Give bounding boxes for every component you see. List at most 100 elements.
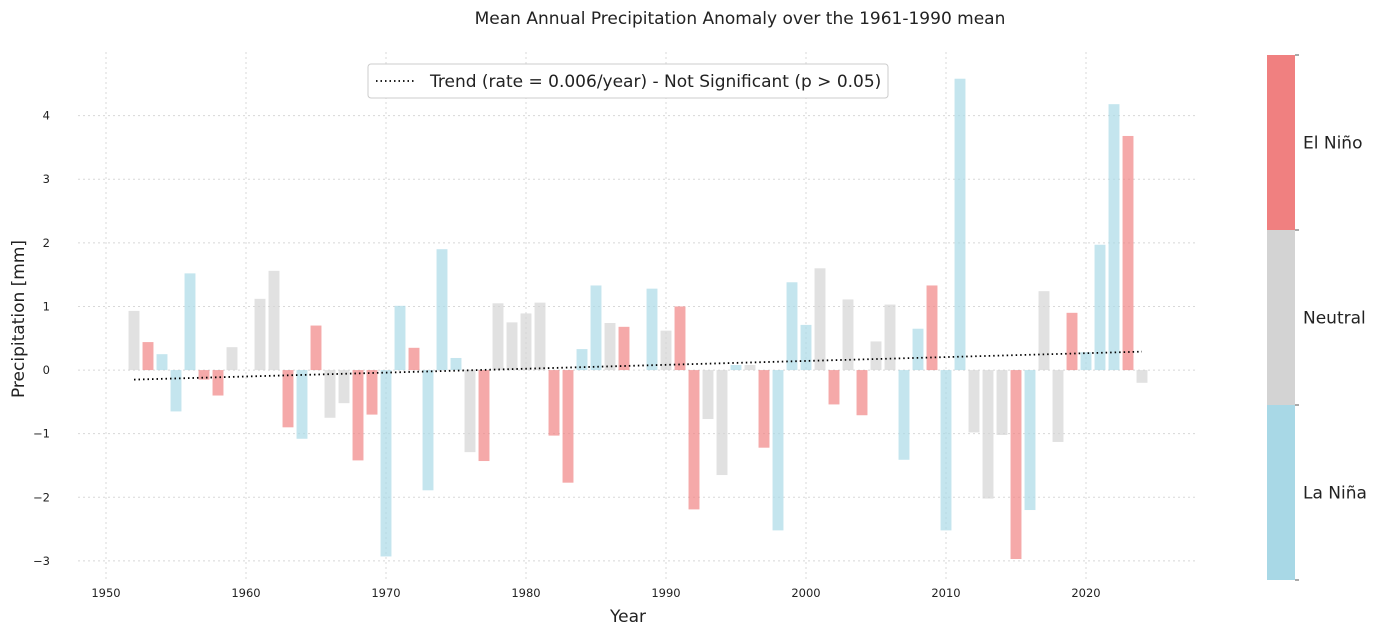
x-tick-2020: 2020 — [1071, 586, 1100, 600]
x-tick-1980: 1980 — [511, 586, 540, 600]
bar-1956 — [184, 273, 196, 371]
y-tick-3: 3 — [43, 172, 50, 186]
bar-1969 — [366, 370, 378, 415]
bar-2008 — [912, 328, 924, 371]
bar-1972 — [408, 347, 420, 371]
bar-2002 — [828, 370, 840, 405]
bar-1964 — [296, 370, 308, 439]
bar-1952 — [128, 310, 140, 371]
bar-2020 — [1080, 352, 1092, 371]
bar-1999 — [786, 282, 798, 371]
bar-1983 — [562, 370, 574, 483]
bar-2024 — [1136, 370, 1148, 383]
bar-1981 — [534, 302, 546, 371]
bar-1997 — [758, 370, 770, 448]
y-tick-4: 4 — [43, 109, 50, 123]
colorbar: La Niña Neutral El Niño — [1267, 54, 1367, 581]
bar-1965 — [310, 325, 322, 371]
bar-1982 — [548, 370, 560, 436]
bar-1963 — [282, 370, 294, 428]
bar-1987 — [618, 326, 630, 371]
bar-series — [128, 78, 1148, 560]
legend-box — [367, 63, 889, 99]
colorbar-label-1: Neutral — [1303, 309, 1366, 329]
x-axis-label: Year — [609, 607, 646, 627]
bar-1961 — [254, 298, 266, 371]
colorbar-label-0: La Niña — [1303, 484, 1367, 504]
bar-2012 — [968, 370, 980, 433]
bar-1954 — [156, 354, 168, 371]
bar-1971 — [394, 305, 406, 371]
bar-2009 — [926, 285, 938, 371]
x-tick-2010: 2010 — [931, 586, 960, 600]
bar-1991 — [674, 306, 686, 371]
trend-line — [133, 350, 1143, 381]
bar-2001 — [814, 268, 826, 371]
colorbar-segment-1 — [1267, 230, 1295, 405]
bar-1953 — [142, 342, 154, 371]
bar-1989 — [646, 288, 658, 371]
x-tick-1950: 1950 — [91, 586, 120, 600]
bar-2013 — [982, 370, 994, 499]
bar-1959 — [226, 347, 238, 371]
colorbar-segment-0 — [1267, 405, 1295, 580]
bar-1955 — [170, 370, 182, 412]
y-tick--3: −3 — [33, 554, 50, 568]
bar-2000 — [800, 324, 812, 371]
bar-2018 — [1052, 370, 1064, 442]
legend-trend-label: Trend (rate = 0.006/year) - Not Signific… — [429, 72, 881, 92]
bar-2022 — [1108, 104, 1120, 371]
bar-2014 — [996, 370, 1008, 435]
bar-1993 — [702, 370, 714, 420]
bar-2004 — [856, 370, 868, 416]
y-tick-0: 0 — [43, 363, 50, 377]
bar-1996 — [744, 364, 756, 371]
legend: Trend (rate = 0.006/year) - Not Signific… — [367, 63, 889, 99]
y-tick--1: −1 — [33, 427, 50, 441]
y-axis-ticks: −3 −2 −1 0 1 2 3 4 — [33, 109, 50, 568]
bar-2017 — [1038, 291, 1050, 371]
bar-1998 — [772, 370, 784, 531]
bar-2005 — [870, 341, 882, 371]
colorbar-label-2: El Niño — [1303, 134, 1362, 154]
bar-1973 — [422, 370, 434, 491]
bar-1979 — [506, 322, 518, 371]
chart-title: Mean Annual Precipitation Anomaly over t… — [475, 9, 1006, 29]
bar-1984 — [576, 349, 588, 371]
bar-2019 — [1066, 312, 1078, 371]
bar-2010 — [940, 370, 952, 531]
bar-1995 — [730, 364, 742, 371]
bar-1976 — [464, 370, 476, 453]
bar-2007 — [898, 370, 910, 460]
bar-1980 — [520, 313, 532, 371]
bar-1978 — [492, 303, 504, 371]
colorbar-segment-2 — [1267, 55, 1295, 230]
bar-2006 — [884, 304, 896, 371]
x-tick-1960: 1960 — [231, 586, 260, 600]
bar-2003 — [842, 299, 854, 371]
bar-1958 — [212, 370, 224, 396]
bar-1977 — [478, 370, 490, 462]
bar-2016 — [1024, 370, 1036, 511]
bar-1957 — [198, 370, 210, 380]
x-tick-2000: 2000 — [791, 586, 820, 600]
bar-2023 — [1122, 135, 1134, 371]
y-axis-label: Precipitation [mm] — [9, 240, 29, 398]
bar-1985 — [590, 285, 602, 371]
bar-1992 — [688, 370, 700, 510]
bar-1966 — [324, 370, 336, 418]
bar-1986 — [604, 322, 616, 371]
bar-2011 — [954, 78, 966, 371]
bar-1990 — [660, 330, 672, 371]
bar-1994 — [716, 370, 728, 476]
bar-1970 — [380, 370, 392, 557]
y-tick-2: 2 — [43, 236, 50, 250]
bar-2015 — [1010, 370, 1022, 560]
bar-1967 — [338, 370, 350, 404]
bar-1968 — [352, 370, 364, 461]
bar-1974 — [436, 249, 448, 371]
y-tick-1: 1 — [43, 299, 50, 313]
x-tick-1990: 1990 — [651, 586, 680, 600]
x-axis-ticks: 1950 1960 1970 1980 1990 2000 2010 2020 — [91, 586, 1100, 600]
